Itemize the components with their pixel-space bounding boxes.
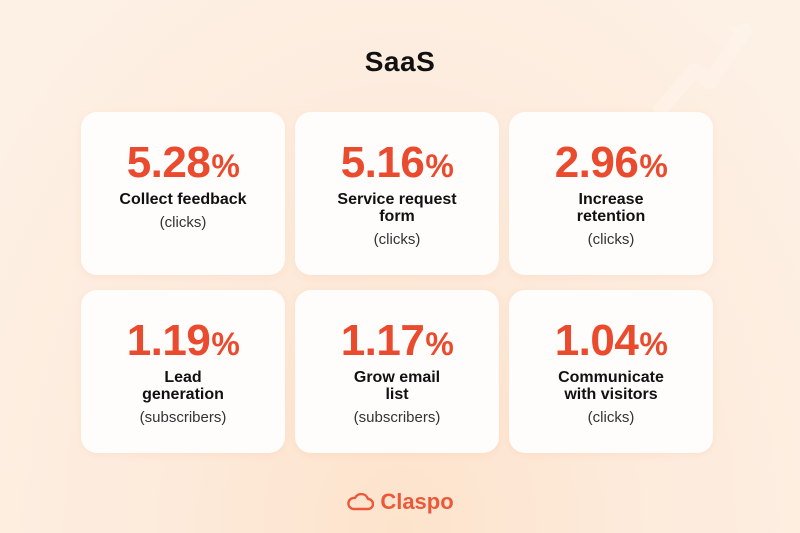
stat-value: 1.17% [340,316,454,365]
cloud-icon [347,493,375,511]
stat-value: 1.19% [126,316,240,365]
page-title: SaaS [364,46,436,77]
stat-card: 2.96% Increase retention (clicks) [509,112,713,275]
stat-card: 1.04% Communicate with visitors (clicks) [509,290,713,453]
stat-unit: (subscribers) [139,409,227,426]
claspo-logo: Claspo [0,489,800,515]
stat-unit: (subscribers) [353,409,441,426]
stat-label: Increase retention [576,191,646,225]
stat-label: Grow email list [353,369,441,403]
stat-value: 5.28% [126,138,240,187]
stat-card: 1.19% Lead generation (subscribers) [81,290,285,453]
stat-card: 5.16% Service request form (clicks) [295,112,499,275]
stat-value: 2.96% [554,138,668,187]
stat-label: Lead generation [142,369,224,403]
stats-grid: 5.28% Collect feedback (clicks) 5.16% Se… [81,112,713,453]
stat-label: Service request form [337,191,457,225]
stat-value: 1.04% [554,316,668,365]
stat-label: Collect feedback [119,191,247,208]
stat-card: 1.17% Grow email list (subscribers) [295,290,499,453]
stat-label: Communicate with visitors [558,369,664,403]
growth-arrow-icon [653,22,752,117]
stat-unit: (clicks) [373,231,421,248]
stat-card: 5.28% Collect feedback (clicks) [81,112,285,275]
stat-unit: (clicks) [587,409,635,426]
stat-unit: (clicks) [587,231,635,248]
logo-text: Claspo [380,489,454,514]
stat-value: 5.16% [340,138,454,187]
stat-unit: (clicks) [159,214,207,231]
